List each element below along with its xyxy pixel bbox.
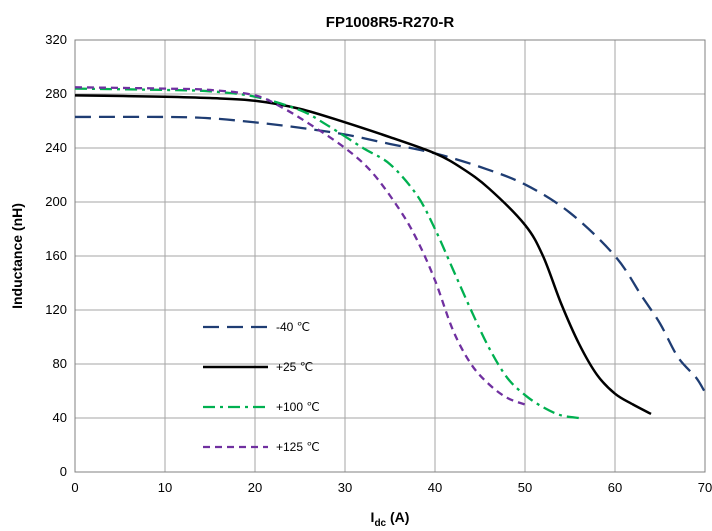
legend: -40 ℃ +25 ℃ +100 ℃ +125 ℃	[203, 320, 320, 454]
chart-title: FP1008R5-R270-R	[326, 14, 455, 31]
legend-label-0: -40 ℃	[276, 320, 310, 334]
x-tick-label-6: 60	[608, 480, 622, 495]
x-tick-label-2: 20	[248, 480, 262, 495]
series-line-3	[74, 86, 526, 406]
y-tick-label-6: 240	[45, 140, 67, 155]
series-line-2	[74, 87, 580, 420]
series-line-1	[74, 94, 652, 416]
plot-frame	[74, 39, 706, 473]
x-tick-label-3: 30	[338, 480, 352, 495]
y-tick-label-7: 280	[45, 86, 67, 101]
x-tick-label-0: 0	[71, 480, 78, 495]
y-tick-label-8: 320	[45, 32, 67, 47]
x-axis-label: Idc (A)	[371, 509, 410, 529]
y-axis-label: Inductance (nH)	[9, 203, 25, 309]
series-lines	[74, 86, 706, 420]
y-tick-label-1: 40	[53, 410, 67, 425]
legend-label-2: +100 ℃	[276, 400, 320, 414]
legend-label-1: +25 ℃	[276, 360, 313, 374]
x-axis-label-main: I	[371, 509, 375, 525]
x-axis-label-unit: (A)	[386, 509, 409, 525]
y-tick-label-4: 160	[45, 248, 67, 263]
y-tick-label-2: 80	[53, 356, 67, 371]
y-tick-label-0: 0	[60, 464, 67, 479]
y-tick-label-5: 200	[45, 194, 67, 209]
x-tick-label-4: 40	[428, 480, 442, 495]
y-tick-label-3: 120	[45, 302, 67, 317]
x-tick-label-5: 50	[518, 480, 532, 495]
y-axis-ticks: 0 40 80 120 160 200 240 280 320	[45, 32, 67, 479]
x-tick-label-7: 70	[698, 480, 712, 495]
x-axis-label-subscript: dc	[374, 518, 386, 529]
legend-label-3: +125 ℃	[276, 440, 320, 454]
x-axis-ticks: 0 10 20 30 40 50 60 70	[71, 480, 712, 495]
series-line-0	[74, 115, 706, 393]
x-tick-label-1: 10	[158, 480, 172, 495]
